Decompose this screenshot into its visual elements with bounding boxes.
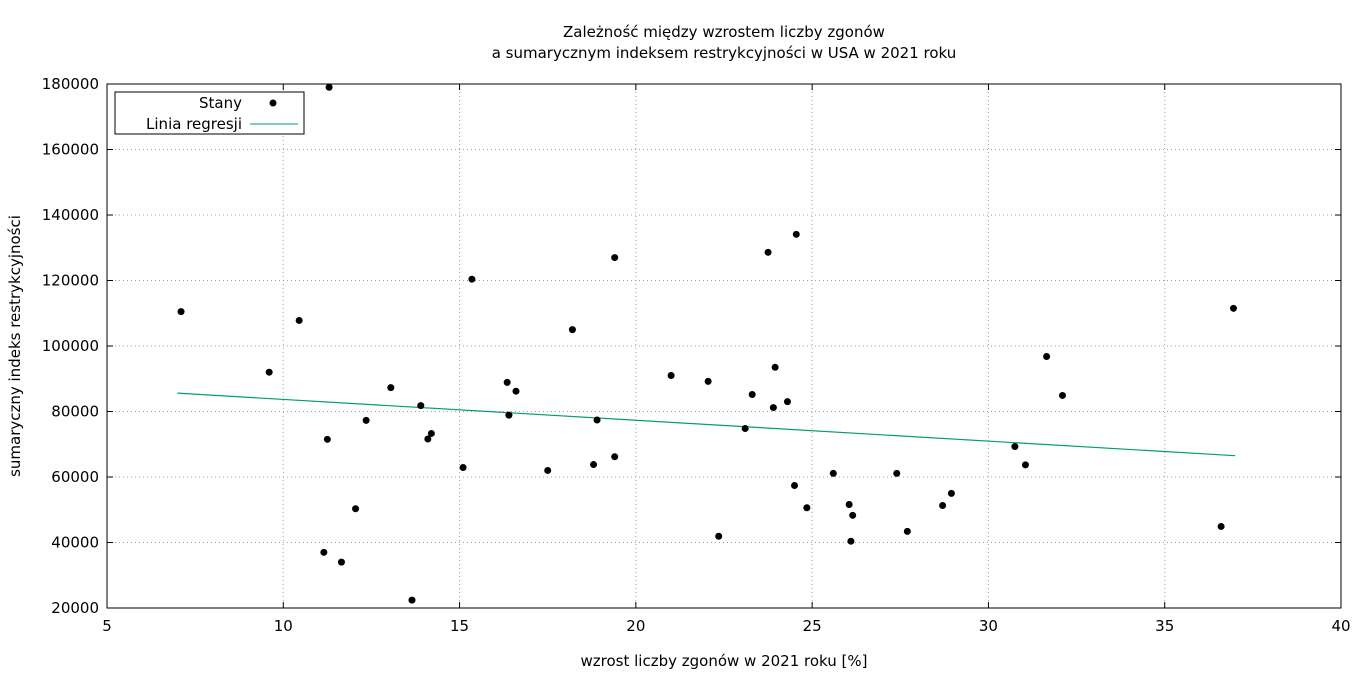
data-point — [408, 596, 416, 604]
data-point — [459, 464, 467, 472]
data-point — [265, 368, 273, 376]
y-tick-label: 120000 — [42, 272, 99, 290]
x-tick-label: 25 — [803, 617, 822, 635]
data-point — [320, 548, 328, 556]
data-point — [667, 371, 675, 379]
data-point — [544, 466, 552, 474]
y-tick-label: 180000 — [42, 75, 99, 93]
data-point — [849, 511, 857, 519]
scatter-points — [177, 83, 1237, 604]
data-point — [783, 398, 791, 406]
data-point — [829, 469, 837, 477]
data-point — [771, 363, 779, 371]
x-tick-label: 10 — [274, 617, 293, 635]
y-tick-label: 80000 — [51, 403, 99, 421]
data-point — [947, 489, 955, 497]
data-point — [1021, 461, 1029, 469]
data-point — [764, 248, 772, 256]
data-point — [741, 425, 749, 433]
x-tick-label: 15 — [450, 617, 469, 635]
y-tick-label: 20000 — [51, 599, 99, 617]
x-tick-label: 35 — [1155, 617, 1174, 635]
y-tick-label: 60000 — [51, 468, 99, 486]
data-point — [177, 308, 185, 316]
data-point — [325, 83, 333, 91]
data-point — [1217, 522, 1225, 530]
y-tick-label: 40000 — [51, 534, 99, 552]
data-point — [417, 402, 425, 410]
chart-title-line-2: a sumarycznym indeksem restrykcyjności w… — [492, 44, 957, 62]
x-tick-label: 20 — [626, 617, 645, 635]
legend: Stany Linia regresji — [114, 91, 305, 135]
x-axis-label: wzrost liczby zgonów w 2021 roku [%] — [581, 652, 868, 670]
data-point — [893, 469, 901, 477]
data-point — [1229, 304, 1237, 312]
data-point — [748, 390, 756, 398]
data-point — [1058, 391, 1066, 399]
data-point — [715, 532, 723, 540]
legend-marker-stany — [269, 99, 277, 107]
legend-box — [114, 91, 305, 135]
data-point — [424, 435, 432, 443]
data-point — [295, 316, 303, 324]
data-point — [323, 435, 331, 443]
data-point — [568, 326, 576, 334]
data-point — [387, 384, 395, 392]
data-point — [505, 411, 513, 419]
data-point — [803, 504, 811, 512]
data-point — [1011, 443, 1019, 451]
regression-line — [177, 392, 1236, 457]
y-axis-label: sumaryczny indeks restrykcyjności — [6, 215, 24, 477]
grid — [107, 84, 1341, 608]
data-point — [903, 527, 911, 535]
data-point — [791, 482, 799, 490]
data-point — [352, 505, 360, 513]
data-point — [792, 230, 800, 238]
y-tick-label: 100000 — [42, 337, 99, 355]
data-point — [704, 377, 712, 385]
data-point — [847, 537, 855, 545]
data-point — [611, 453, 619, 461]
axes: 5 10 15 20 25 30 35 40 20000 40000 60000 80000 10000… — [42, 75, 1351, 635]
data-point — [362, 416, 370, 424]
data-point — [769, 404, 777, 412]
data-point — [939, 501, 947, 509]
data-point — [427, 429, 435, 437]
data-point — [1043, 352, 1051, 360]
data-point — [590, 461, 598, 469]
legend-label-stany: Stany — [199, 94, 242, 112]
chart-title-line-1: Zależność między wzrostem liczby zgonów — [563, 23, 885, 41]
data-point — [468, 275, 476, 283]
data-point — [503, 378, 511, 386]
legend-label-regression: Linia regresji — [146, 115, 242, 133]
data-point — [611, 254, 619, 262]
plot-frame — [106, 83, 1342, 609]
regression-line-group — [177, 392, 1236, 457]
x-tick-label: 40 — [1331, 617, 1350, 635]
x-tick-label: 30 — [979, 617, 998, 635]
data-point — [593, 416, 601, 424]
data-point — [337, 558, 345, 566]
x-tick-label: 5 — [102, 617, 112, 635]
data-point — [512, 387, 520, 395]
y-tick-label: 140000 — [42, 206, 99, 224]
y-tick-label: 160000 — [42, 141, 99, 159]
data-point — [845, 501, 853, 509]
